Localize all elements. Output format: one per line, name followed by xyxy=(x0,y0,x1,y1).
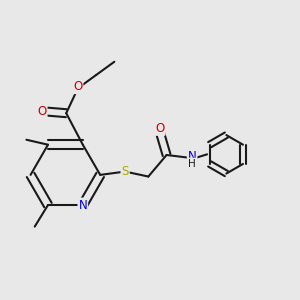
Text: H: H xyxy=(188,159,196,169)
Text: N: N xyxy=(78,199,87,212)
Text: O: O xyxy=(155,122,165,135)
Text: O: O xyxy=(73,80,83,93)
Text: O: O xyxy=(38,105,46,118)
Text: S: S xyxy=(122,165,129,178)
Text: N: N xyxy=(188,150,197,163)
